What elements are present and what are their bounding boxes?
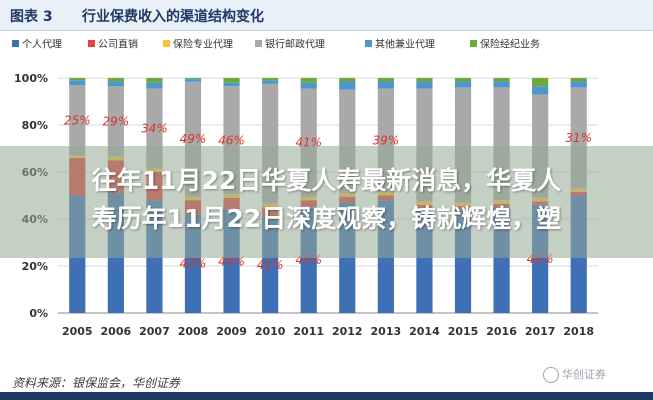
legend-swatch <box>12 40 19 47</box>
bar-segment <box>300 78 317 83</box>
bar-segment <box>416 78 433 82</box>
bar-segment <box>223 78 240 83</box>
bottom-rule <box>0 392 653 400</box>
bar-segment <box>454 78 472 82</box>
x-tick-label: 2005 <box>62 325 93 338</box>
figure-number: 图表 3 <box>10 9 53 25</box>
bar-segment <box>532 78 549 87</box>
data-label: 31% <box>565 131 592 145</box>
figure-title: 行业保费收入的渠道结构变化 <box>82 9 264 25</box>
headline-line-1: 往年11月22日华夏人寿最新消息，华夏人 <box>91 166 562 195</box>
bar-segment <box>262 80 279 84</box>
bar-segment <box>69 85 86 156</box>
bar-segment <box>146 78 163 83</box>
data-label: 34% <box>141 122 168 136</box>
bar-segment <box>339 78 356 82</box>
y-tick-label: 80% <box>22 119 48 132</box>
bar-segment <box>300 82 317 89</box>
chart-legend: 个人代理 公司直销 保险专业代理 银行邮政代理 其他兼业代理 保险经纪业务 <box>12 38 540 51</box>
y-tick-label: 100% <box>14 72 48 85</box>
legend-label: 保险专业代理 <box>173 38 233 51</box>
data-label: 25% <box>64 113 91 127</box>
x-tick-label: 2010 <box>255 325 286 338</box>
bar-segment <box>416 81 433 89</box>
headline-banner: 往年11月22日华夏人寿最新消息，华夏人 寿历年11月22日深度观察，铸就辉煌，… <box>0 146 653 258</box>
bar-segment <box>262 78 279 81</box>
watermark: 华创证券 <box>543 366 606 383</box>
x-tick-label: 2013 <box>371 325 402 338</box>
data-label: 42% <box>180 257 207 271</box>
bar-segment <box>69 80 86 86</box>
data-label: 46% <box>218 133 245 147</box>
x-tick-label: 2015 <box>448 325 479 338</box>
legend-swatch <box>365 40 372 47</box>
bar-segment <box>146 82 163 89</box>
y-tick-label: 20% <box>22 260 48 273</box>
watermark-text: 华创证券 <box>562 368 606 381</box>
x-tick-label: 2006 <box>101 325 132 338</box>
bar-segment <box>184 78 202 80</box>
x-tick-label: 2011 <box>293 325 324 338</box>
x-tick-label: 2009 <box>216 325 247 338</box>
x-tick-label: 2008 <box>178 325 209 338</box>
bar-segment <box>223 82 240 87</box>
headline-line-2: 寿历年11月22日深度观察，铸就辉煌，塑 <box>91 204 562 233</box>
y-tick-label: 0% <box>29 307 48 320</box>
bar-segment <box>454 81 472 88</box>
figure-header: 图表 3 行业保费收入的渠道结构变化 <box>0 0 653 31</box>
bar-segment <box>493 81 510 88</box>
bar-segment <box>339 81 356 90</box>
legend-swatch <box>255 40 262 47</box>
bar-segment <box>377 78 394 82</box>
bar-segment <box>107 86 124 157</box>
x-tick-label: 2014 <box>409 325 440 338</box>
legend-label: 个人代理 <box>22 39 62 51</box>
wechat-icon <box>543 367 559 383</box>
x-axis-ticks: 2005 2006 2007 2008 2009 2010 2011 2012 2013 2014… <box>62 325 594 338</box>
legend-label: 其他兼业代理 <box>375 38 435 51</box>
x-tick-label: 2016 <box>486 325 517 338</box>
x-tick-label: 2018 <box>563 325 594 338</box>
legend-label: 银行邮政代理 <box>265 38 325 51</box>
bar-segment <box>493 78 510 82</box>
legend-swatch <box>470 40 477 47</box>
data-label: 39% <box>373 133 400 147</box>
data-label: 29% <box>103 114 130 128</box>
x-tick-label: 2007 <box>139 325 170 338</box>
legend-swatch <box>163 40 170 47</box>
x-tick-label: 2017 <box>525 325 556 338</box>
bar-segment <box>570 81 587 88</box>
legend-label: 保险经纪业务 <box>480 38 540 51</box>
bar-segment <box>107 81 124 87</box>
bar-segment <box>377 81 394 89</box>
bar-segment <box>184 79 202 82</box>
bar-segment <box>107 78 124 82</box>
x-tick-label: 2012 <box>332 325 363 338</box>
bar-segment <box>532 86 549 95</box>
bar-segment <box>69 78 86 81</box>
source-note: 资料来源：银保监会，华创证券 <box>12 376 181 390</box>
legend-swatch <box>88 40 95 47</box>
bar-segment <box>570 78 587 82</box>
data-label: 49% <box>180 132 207 146</box>
data-label: 41% <box>257 258 284 272</box>
legend-label: 公司直销 <box>98 38 138 51</box>
